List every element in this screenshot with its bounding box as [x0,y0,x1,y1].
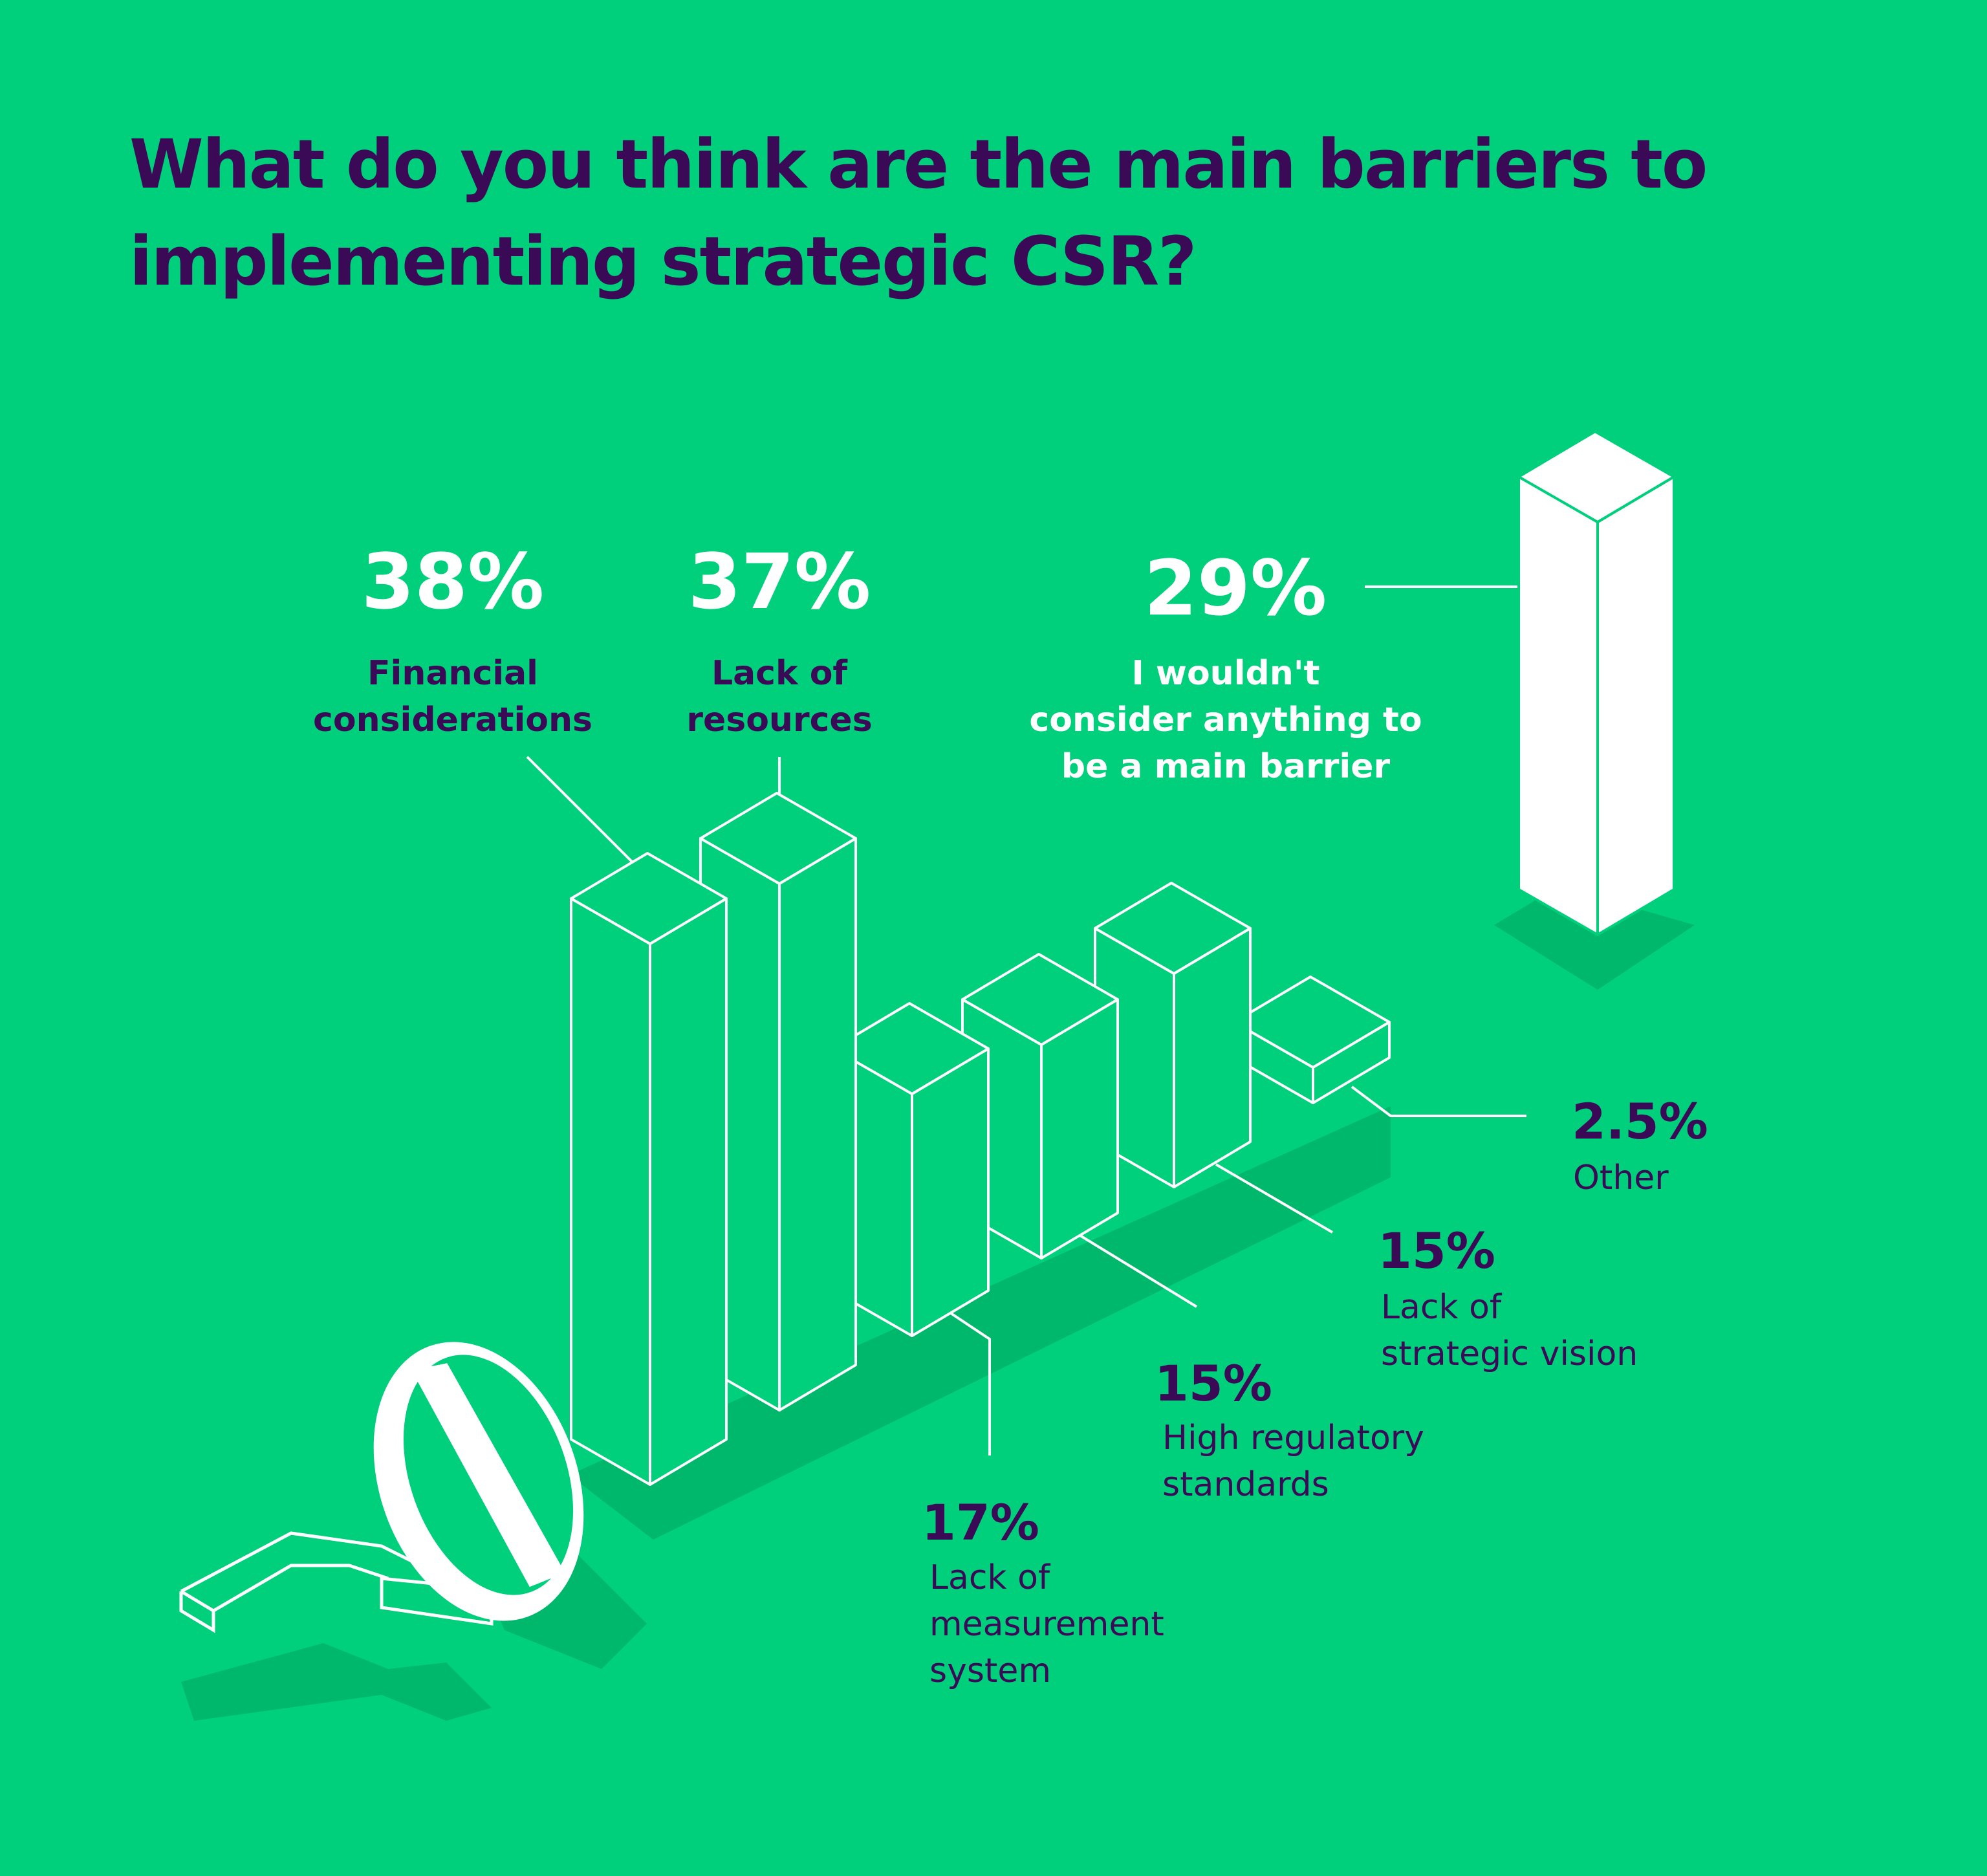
bar-resources-top-face [699,792,857,885]
value-label-financial: 38% [362,537,544,626]
category-label-other: Other [1573,1159,1669,1197]
bar-measurement-top-face [832,1002,990,1095]
leader-line-regulatory [1079,1234,1198,1308]
bar-no-barrier-left-face [1517,475,1599,936]
bar-other [1233,976,1391,1104]
bar-other-top-face [1233,976,1391,1069]
category-label-resources-line-1: Lack of [711,654,848,693]
highlight-bar-shadow [1494,886,1695,990]
value-label-regulatory: 15% [1155,1355,1272,1412]
value-label-measurement: 17% [922,1494,1039,1551]
magnifier-icon [179,1342,584,1633]
leader-line-vision [1215,1163,1334,1234]
category-label-no-barrier-line-1: I wouldn't [1131,654,1319,693]
category-label-vision-line-1: Lack of [1381,1288,1503,1327]
category-label-no-barrier-line-3: be a main barrier [1061,747,1391,786]
leader-line-measurement [950,1312,991,1456]
category-label-regulatory-line-2: standards [1162,1465,1329,1504]
bar-measurement-right-face [911,1047,990,1337]
bar-financial [570,852,728,1486]
value-label-other: 2.5% [1572,1093,1708,1150]
bar-ground-shadow [569,1106,1391,1540]
leader-line-other [1351,1085,1526,1117]
category-label-vision-line-2: strategic vision [1381,1335,1638,1373]
bar-financial-top-face [570,852,728,945]
category-label-financial-line-2: considerations [313,701,592,739]
bar-no-barrier-top-face [1517,430,1675,523]
bar-vision-top-face [1094,882,1252,975]
arrow-shadow [181,1643,492,1721]
value-label-vision: 15% [1378,1222,1495,1280]
bar-resources-right-face [778,837,857,1412]
category-label-measurement-line-3: system [929,1652,1051,1690]
category-label-financial-line-1: Financial [367,654,538,693]
chart-title-line-1: What do you think are the main barriers … [129,125,1706,204]
bars [570,430,1675,1486]
chart-title-line-2: implementing strategic CSR? [129,222,1196,301]
bar-financial-right-face [649,897,728,1486]
category-label-resources-line-2: resources [686,701,872,739]
bar-no-barrier-right-face [1596,475,1675,936]
category-label-measurement-line-2: measurement [929,1605,1164,1644]
category-label-measurement-line-1: Lack of [929,1558,1051,1597]
value-label-resources: 37% [688,537,871,626]
category-label-no-barrier-line-2: consider anything to [1029,701,1422,739]
category-label-regulatory-line-1: High regulatory [1162,1419,1424,1457]
bar-regulatory-top-face [961,953,1119,1046]
bar-financial-left-face [570,897,651,1486]
value-label-no-barrier: 29% [1144,543,1327,633]
bar-no-barrier [1517,430,1675,936]
